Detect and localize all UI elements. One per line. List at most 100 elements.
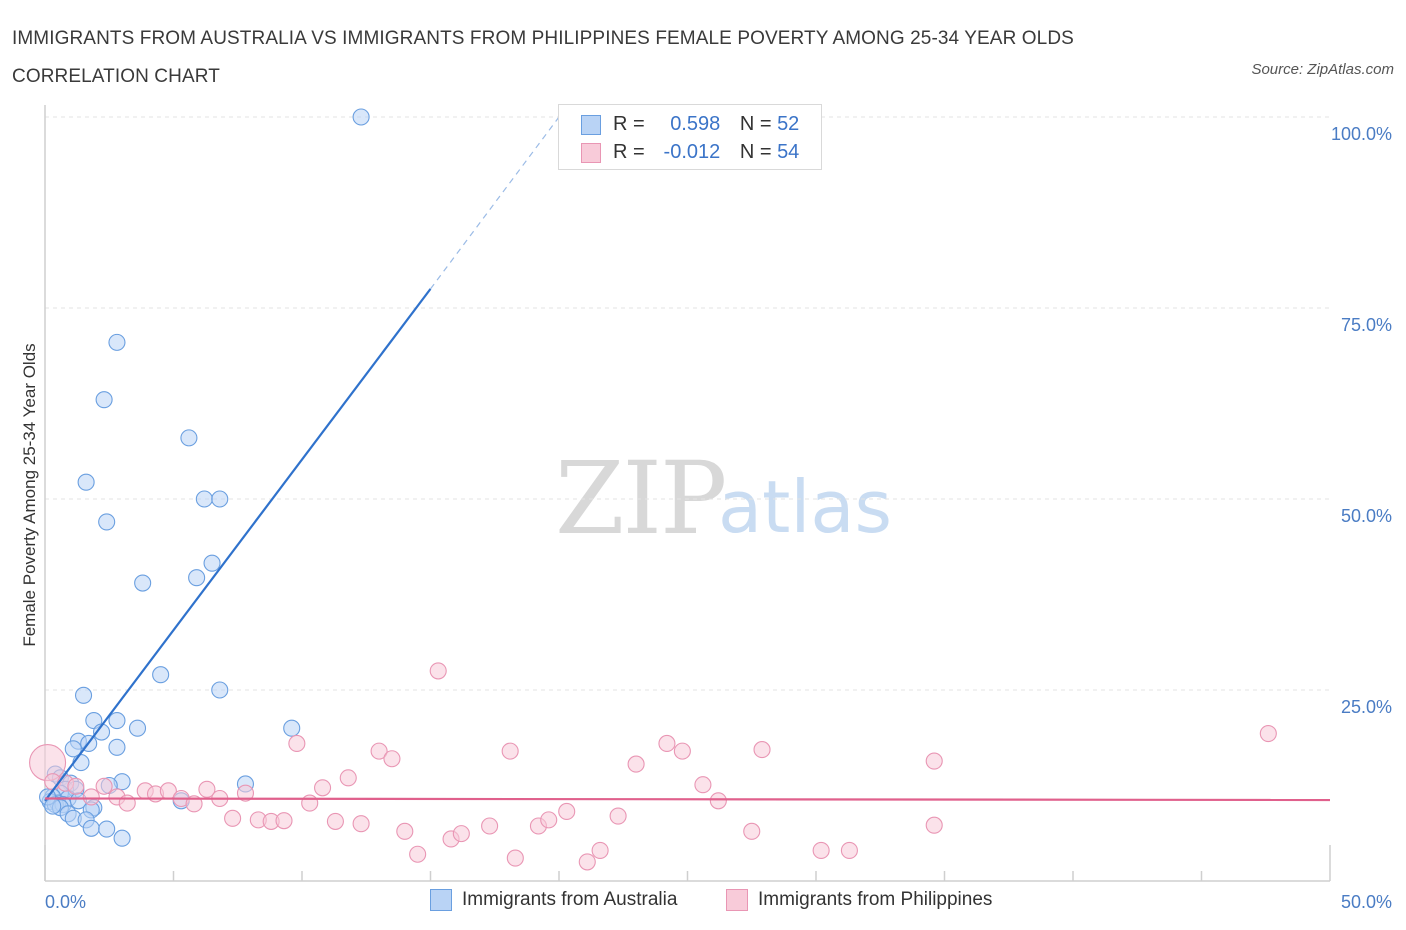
legend-row-philippines: R = -0.012 N = 54 (581, 138, 799, 166)
legend-n-value: 54 (777, 141, 800, 163)
point-philippines (326, 812, 344, 830)
point-philippines (591, 841, 609, 859)
point-philippines (452, 825, 470, 843)
point-philippines (506, 849, 524, 867)
y-tick-label: 25.0% (1341, 697, 1392, 717)
trend-line-australia (44, 288, 432, 802)
point-philippines (67, 777, 85, 795)
legend-r-label: R = (613, 141, 645, 163)
series-legend-philippines[interactable]: Immigrants from Philippines (726, 889, 992, 911)
point-philippines (578, 853, 596, 871)
series-name-australia: Immigrants from Australia (462, 889, 678, 911)
point-philippines (396, 822, 414, 840)
y-tick-label: 50.0% (1341, 506, 1392, 526)
point-philippines (198, 780, 216, 798)
point-philippines (288, 734, 306, 753)
legend-r-label: R = (613, 113, 645, 135)
legend-r-value: 0.598 (670, 113, 721, 135)
trend-extension-australia (430, 116, 560, 290)
point-philippines (673, 742, 691, 760)
point-philippines (409, 845, 427, 863)
chart-source: Source: ZipAtlas.com (1251, 61, 1394, 78)
point-philippines (481, 817, 499, 835)
point-australia (75, 686, 93, 704)
trend-lines (44, 116, 1331, 802)
point-philippines (224, 809, 242, 827)
point-philippines (314, 779, 332, 797)
point-australia (203, 554, 221, 572)
point-philippines (301, 794, 319, 812)
point-australia (113, 829, 131, 847)
point-philippines (925, 816, 943, 834)
point-australia (95, 391, 113, 409)
point-australia (108, 712, 126, 730)
point-philippines (1259, 724, 1277, 743)
grid-lines (45, 116, 1330, 691)
point-philippines (540, 811, 558, 829)
point-philippines (275, 812, 293, 830)
point-philippines (352, 815, 370, 833)
point-philippines (95, 777, 113, 795)
point-australia (180, 429, 198, 447)
point-australia (98, 820, 116, 838)
point-australia (108, 738, 126, 756)
x-tick-label-min: 0.0% (45, 892, 86, 912)
point-australia (134, 574, 152, 592)
point-philippines (370, 742, 388, 760)
x-tick-labels: 0.0% 50.0% (45, 892, 1392, 912)
point-australia (352, 108, 370, 126)
point-australia (195, 490, 213, 508)
point-philippines (694, 776, 712, 794)
point-australia (283, 719, 301, 737)
y-tick-labels: 25.0% 50.0% 75.0% 100.0% (1331, 124, 1392, 717)
point-australia (77, 473, 95, 491)
point-australia (188, 569, 206, 587)
point-philippines (185, 795, 203, 813)
legend-n-label: N = (739, 113, 772, 135)
point-australia (211, 681, 229, 699)
point-philippines (339, 769, 357, 787)
legend-n-value: 52 (777, 113, 800, 135)
point-australia (211, 490, 229, 508)
point-philippines (743, 822, 761, 840)
legend-swatch-philippines (581, 142, 601, 163)
watermark-atlas: atlas (718, 465, 892, 549)
point-philippines (840, 841, 858, 859)
point-philippines (383, 750, 401, 768)
legend-r-value: -0.012 (663, 141, 721, 163)
chart-title: IMMIGRANTS FROM AUSTRALIA VS IMMIGRANTS … (12, 28, 1074, 87)
axes (44, 105, 1330, 882)
legend-row-australia: R = 0.598 N = 52 (581, 110, 799, 138)
x-tick-label-max: 50.0% (1341, 892, 1392, 912)
point-philippines (709, 792, 727, 810)
point-australia (44, 797, 62, 815)
point-australia (152, 666, 170, 684)
series-legend-australia[interactable]: Immigrants from Australia (430, 889, 677, 911)
y-tick-label: 75.0% (1341, 315, 1392, 335)
legend-n-label: N = (739, 141, 772, 163)
point-philippines (429, 662, 447, 680)
point-philippines (82, 788, 100, 806)
point-philippines (501, 742, 519, 760)
series-swatch-philippines (726, 889, 748, 911)
series-swatch-australia (430, 889, 452, 911)
correlation-legend: R = 0.598 N = 52 R = -0.012 N = 54 (558, 104, 822, 170)
point-australia (108, 333, 126, 351)
point-philippines (812, 841, 830, 859)
data-points (29, 108, 1277, 871)
point-philippines (658, 734, 676, 753)
point-philippines (627, 755, 645, 773)
x-ticks (44, 845, 1331, 881)
point-australia (98, 513, 116, 531)
point-philippines (925, 752, 943, 770)
point-australia (82, 819, 100, 837)
point-australia (72, 754, 90, 772)
series-name-philippines: Immigrants from Philippines (758, 889, 993, 911)
point-philippines (609, 807, 627, 825)
legend-swatch-australia (581, 114, 601, 135)
trend-line-philippines (44, 797, 1331, 802)
point-philippines (118, 794, 136, 812)
point-philippines (558, 802, 576, 821)
y-tick-label: 100.0% (1331, 124, 1392, 144)
